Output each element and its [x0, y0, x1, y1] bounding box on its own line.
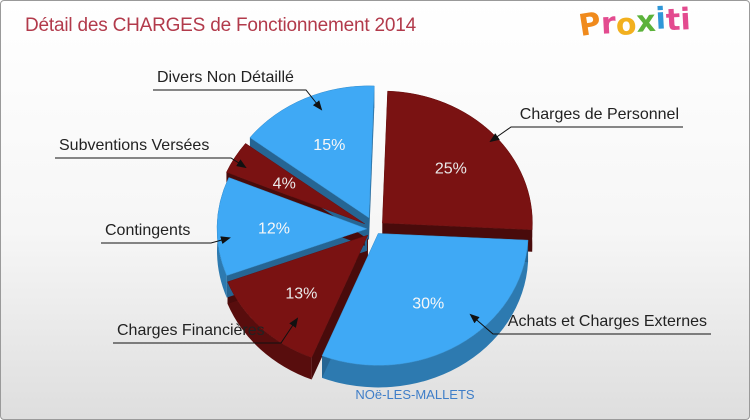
pie-top-layer — [216, 85, 533, 366]
slice-value-label: 13% — [285, 285, 317, 302]
category-label: Charges de Personnel — [520, 106, 679, 123]
pie-slice-side — [227, 281, 312, 380]
leader-line — [101, 236, 231, 244]
chart-title: Détail des CHARGES de Fonctionnement 201… — [25, 15, 417, 36]
slice-value-label: 30% — [412, 295, 444, 312]
category-label: Divers Non Détaillé — [157, 69, 294, 86]
category-label: Subventions Versées — [59, 137, 209, 154]
slice-value-label: 12% — [258, 220, 290, 237]
pie-labels-layer: 25% 30% 13% 12% 4% 15% Charges de Personnel Ach… — [55, 69, 711, 344]
leader-line — [113, 317, 299, 344]
leader-line — [55, 157, 247, 169]
pie-slice-wall — [311, 235, 368, 380]
slice-value-label: 25% — [435, 161, 467, 178]
leader-line — [489, 126, 683, 143]
slice-value-label: 15% — [313, 137, 345, 154]
city-name: NOë-LES-MALLETS — [355, 387, 475, 402]
pie-slice-charges-financi-res — [227, 234, 369, 358]
leader-line — [153, 89, 323, 111]
pie-slice-divers-non-d-taill- — [249, 85, 375, 219]
category-label: Charges Financières — [117, 322, 265, 339]
pie-slice-subventions-vers-es — [226, 143, 365, 224]
pie-slice-side — [322, 240, 529, 388]
pie-slice-achats-et-charges-externes — [321, 233, 529, 366]
category-label: Contingents — [105, 222, 190, 239]
slice-value-label: 4% — [273, 176, 296, 193]
pie-slice-contingents — [216, 177, 368, 276]
category-label: Achats et Charges Externes — [508, 313, 707, 330]
leader-line — [469, 313, 711, 335]
